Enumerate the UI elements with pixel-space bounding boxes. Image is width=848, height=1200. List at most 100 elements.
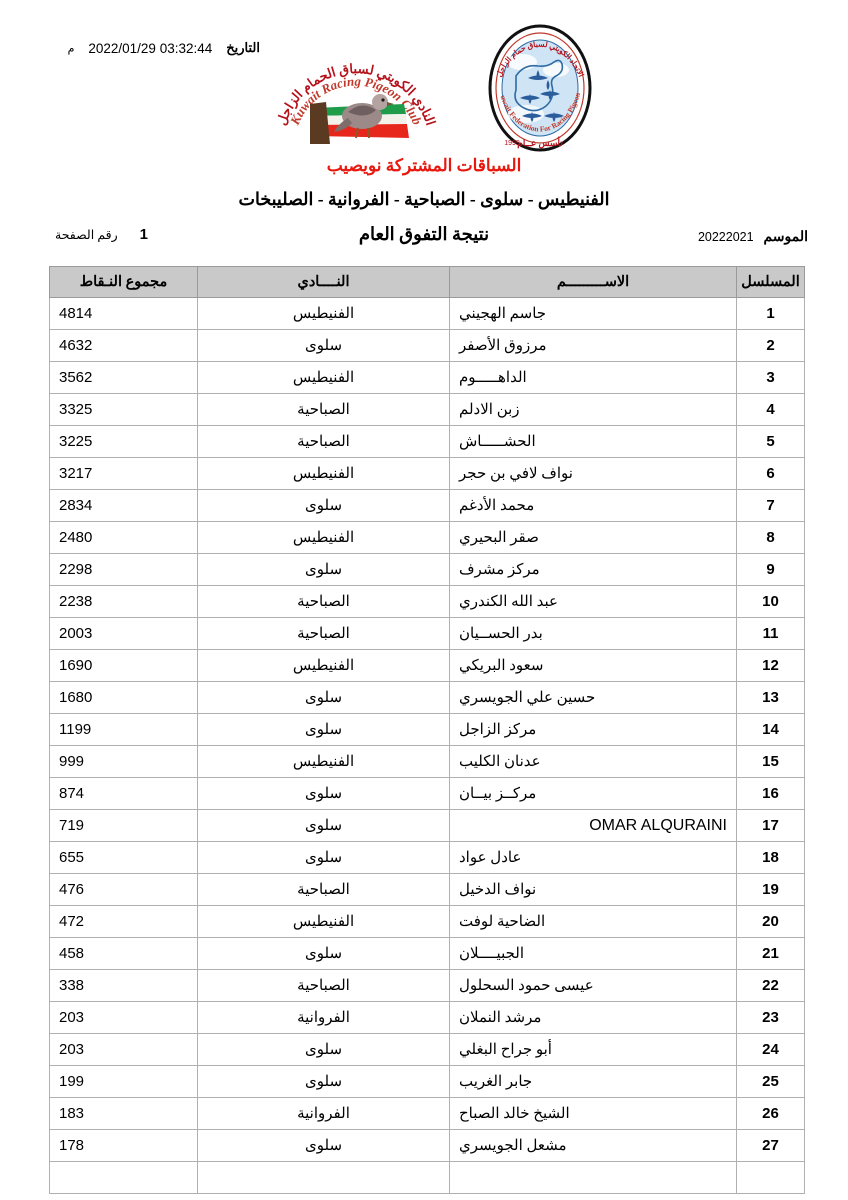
svg-text:1999: 1999 <box>504 140 520 147</box>
cell-club: الصباحية <box>197 393 450 426</box>
cell-serial: 26 <box>736 1097 805 1130</box>
cell-points: 472 <box>49 905 198 938</box>
cell-name: الشيخ خالد الصباح <box>449 1097 737 1130</box>
cell-club: الصباحية <box>197 617 450 650</box>
cell-points: 476 <box>49 873 198 906</box>
cell-club: الفروانية <box>197 1097 450 1130</box>
document-header: التاريخ 2022/01/29 03:32:44 م النادي الك… <box>0 0 848 152</box>
page-number-block: 1 رقم الصفحة <box>55 226 148 243</box>
cell-club: سلوى <box>197 1065 450 1098</box>
cell-serial: 10 <box>736 585 805 618</box>
cell-serial: 21 <box>736 937 805 970</box>
cell-points: 1199 <box>49 713 198 746</box>
cell-serial: 8 <box>736 521 805 554</box>
cell-name: الضاحية لوفت <box>449 905 737 938</box>
cell-serial: 18 <box>736 841 805 874</box>
cell-serial: 17 <box>736 809 805 842</box>
table-header-row: المسلسل الاســـــــــم النــــادي مجموع … <box>49 266 805 298</box>
table-row: 4 زبن الادلم الصباحية 3325 <box>49 393 805 426</box>
cell-points: 719 <box>49 809 198 842</box>
cell-name: جاسم الهجيني <box>449 297 737 330</box>
cell-club: الفروانية <box>197 1001 450 1034</box>
cell-name: الجبيــــلان <box>449 937 737 970</box>
cell-club: سلوى <box>197 1033 450 1066</box>
cell-name: نواف لافي بن حجر <box>449 457 737 490</box>
kuwait-federation-for-racing-pigeons-logo: الاتحاد الكويتي لسباق حمام الزاجل Kuwait… <box>479 11 598 162</box>
table-row: 15 عدنان الكليب الفنيطيس 999 <box>49 745 805 778</box>
results-table: المسلسل الاســـــــــم النــــادي مجموع … <box>49 266 805 1194</box>
cell-points: 1690 <box>49 649 198 682</box>
cell-points: 874 <box>49 777 198 810</box>
cell-club: سلوى <box>197 681 450 714</box>
cell-club: سلوى <box>197 841 450 874</box>
results-table-body: 1 جاسم الهجيني الفنيطيس 4814 2 مرزوق الأصفر سل… <box>49 297 805 1194</box>
cell-serial: 23 <box>736 1001 805 1034</box>
cell-name: جابر الغريب <box>449 1065 737 1098</box>
cell-name: مركز الزاجل <box>449 713 737 746</box>
column-header-name: الاســـــــــم <box>449 266 737 298</box>
cell-serial: 1 <box>736 297 805 330</box>
cell-serial: 4 <box>736 393 805 426</box>
table-row: 26 الشيخ خالد الصباح الفروانية 183 <box>49 1097 805 1130</box>
table-row: 8 صقر البحيري الفنيطيس 2480 <box>49 521 805 554</box>
date-value: 2022/01/29 03:32:44 <box>88 40 213 56</box>
cell-points: 2298 <box>49 553 198 586</box>
cell-name: سعود البريكي <box>449 649 737 682</box>
cell-name: عادل عواد <box>449 841 737 874</box>
clubs-subtitle: الفنيطيس - سلوى - الصباحية - الفروانية -… <box>238 189 610 209</box>
cell-empty <box>49 1161 198 1194</box>
results-table-wrapper: المسلسل الاســـــــــم النــــادي مجموع … <box>49 266 805 1194</box>
table-row: 2 مرزوق الأصفر سلوى 4632 <box>49 329 805 362</box>
date-label: التاريخ <box>226 40 260 55</box>
table-row: 11 بدر الحســيان الصباحية 2003 <box>49 617 805 650</box>
cell-serial: 14 <box>736 713 805 746</box>
table-row: 14 مركز الزاجل سلوى 1199 <box>49 713 805 746</box>
table-row: 10 عبد الله الكندري الصباحية 2238 <box>49 585 805 618</box>
table-row: 22 عيسى حمود السحلول الصباحية 338 <box>49 969 805 1002</box>
table-row: 19 نواف الدخيل الصباحية 476 <box>49 873 805 906</box>
season-value: 20222021 <box>697 230 754 244</box>
cell-name: محمد الأدغم <box>449 489 737 522</box>
cell-points: 1680 <box>49 681 198 714</box>
cell-points: 183 <box>49 1097 198 1130</box>
cell-serial: 15 <box>736 745 805 778</box>
cell-name: عبد الله الكندري <box>449 585 737 618</box>
cell-serial: 27 <box>736 1129 805 1162</box>
cell-points: 4632 <box>49 329 198 362</box>
cell-club: سلوى <box>197 489 450 522</box>
cell-serial: 2 <box>736 329 805 362</box>
cell-serial: 5 <box>736 425 805 458</box>
competition-title: السباقات المشتركة نويصيب <box>326 156 522 175</box>
cell-club: الفنيطيس <box>197 457 450 490</box>
column-header-points: مجموع النـقاط <box>49 266 198 298</box>
cell-points: 178 <box>49 1129 198 1162</box>
table-row: 3 الداهـــــوم الفنيطيس 3562 <box>49 361 805 394</box>
date-block: التاريخ 2022/01/29 03:32:44 م <box>38 40 260 56</box>
cell-name: مركــز بيــان <box>449 777 737 810</box>
cell-club: سلوى <box>197 329 450 362</box>
cell-name: أبو جراح البغلي <box>449 1033 737 1066</box>
table-row: 21 الجبيــــلان سلوى 458 <box>49 937 805 970</box>
cell-club: سلوى <box>197 713 450 746</box>
table-row: 12 سعود البريكي الفنيطيس 1690 <box>49 649 805 682</box>
cell-points: 655 <box>49 841 198 874</box>
cell-serial: 9 <box>736 553 805 586</box>
cell-points: 2834 <box>49 489 198 522</box>
cell-club: سلوى <box>197 937 450 970</box>
table-row: 9 مركز مشرف سلوى 2298 <box>49 553 805 586</box>
cell-club: الصباحية <box>197 585 450 618</box>
table-row: 18 عادل عواد سلوى 655 <box>49 841 805 874</box>
cell-points: 4814 <box>49 297 198 330</box>
cell-name: مشعل الجويسري <box>449 1129 737 1162</box>
cell-points: 3325 <box>49 393 198 426</box>
cell-club: سلوى <box>197 777 450 810</box>
table-row: 20 الضاحية لوفت الفنيطيس 472 <box>49 905 805 938</box>
table-row: 27 مشعل الجويسري سلوى 178 <box>49 1129 805 1162</box>
page-number-label: رقم الصفحة <box>55 228 118 242</box>
table-row: 16 مركــز بيــان سلوى 874 <box>49 777 805 810</box>
table-row: 23 مرشد النملان الفروانية 203 <box>49 1001 805 1034</box>
cell-points: 3217 <box>49 457 198 490</box>
cell-name: زبن الادلم <box>449 393 737 426</box>
table-row-partial <box>49 1161 805 1194</box>
cell-points: 3225 <box>49 425 198 458</box>
